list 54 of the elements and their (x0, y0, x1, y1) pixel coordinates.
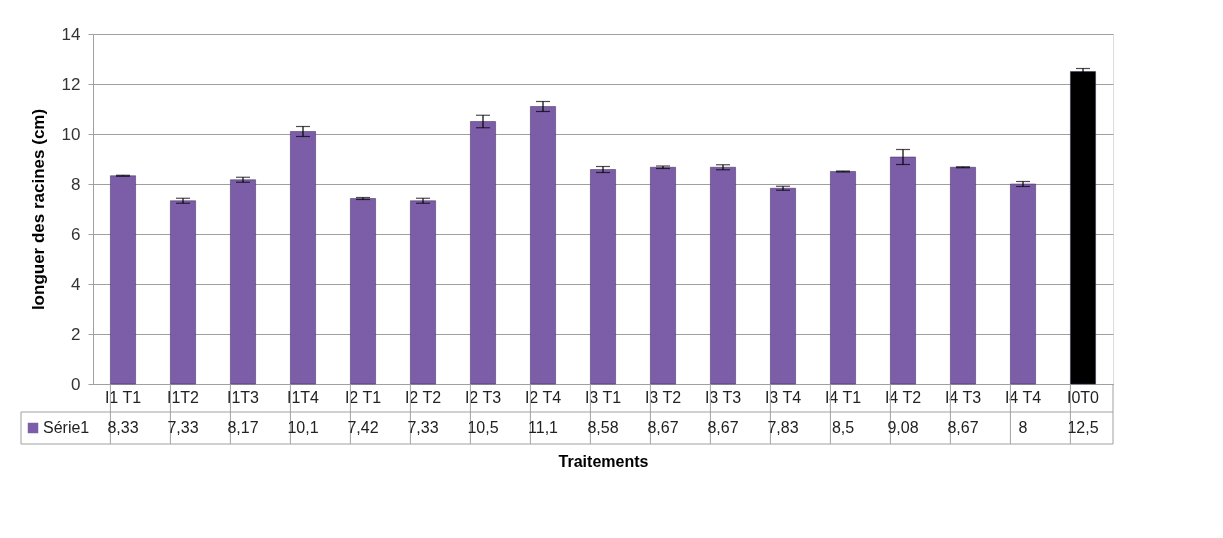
x-tick-label: I3 T3 (704, 388, 742, 406)
data-label: 8,67 (947, 419, 979, 436)
y-tick-label: 2 (71, 324, 81, 344)
y-tick-label: 4 (71, 274, 81, 294)
x-tick-label: I3 T1 (584, 388, 622, 406)
bar (650, 167, 676, 385)
data-label: 9,08 (887, 419, 919, 436)
data-label: 7,42 (347, 419, 379, 436)
bar (290, 131, 316, 385)
bar (830, 171, 856, 385)
bar (350, 198, 376, 385)
data-label: 11,1 (528, 419, 559, 436)
y-tick-label: 8 (71, 174, 81, 194)
x-tick-label: I1T4 (286, 388, 320, 406)
data-label: 8,67 (647, 419, 679, 436)
x-tick-label: I4 T1 (824, 388, 862, 406)
data-label: 8,67 (707, 419, 739, 436)
x-tick-label: I2 T4 (524, 388, 562, 406)
data-label: 10,5 (467, 419, 499, 436)
x-tick-label: I2 T1 (344, 388, 382, 406)
data-label: 7,33 (167, 419, 199, 436)
y-tick-label: 12 (61, 74, 81, 94)
data-label: 8,33 (107, 419, 139, 436)
legend-label: Série1 (43, 419, 90, 436)
x-axis-title: Traitements (558, 452, 649, 470)
x-tick-label: I3 T4 (764, 388, 802, 406)
data-label: 10,1 (287, 419, 319, 436)
x-tick-label: I1T3 (226, 388, 260, 406)
data-label: 8,58 (587, 419, 619, 436)
y-tick-label: 10 (61, 124, 81, 144)
y-tick-label: 6 (71, 224, 81, 244)
data-label: 12,5 (1067, 419, 1099, 436)
x-tick-label: I2 T2 (404, 388, 442, 406)
x-tick-label: I1T2 (166, 388, 200, 406)
x-tick-label: I3 T2 (644, 388, 682, 406)
y-tick-label: 0 (71, 374, 81, 394)
data-label: 7,33 (407, 419, 439, 436)
bar (530, 106, 556, 385)
x-tick-label: I0T0 (1066, 388, 1100, 406)
y-axis-title: longuer des racines (cm) (28, 108, 48, 311)
bar (470, 121, 496, 385)
data-label: 8,17 (227, 419, 259, 436)
data-label: 8,5 (831, 419, 855, 436)
data-label: 7,83 (767, 419, 799, 436)
x-tick-label: I4 T3 (944, 388, 982, 406)
data-label: 8 (1018, 419, 1028, 436)
x-tick-label: I1 T1 (104, 388, 142, 406)
y-tick-label: 14 (61, 24, 81, 44)
x-tick-label: I4 T4 (1004, 388, 1042, 406)
x-tick-label: I4 T2 (884, 388, 922, 406)
bar (890, 156, 916, 385)
bar (950, 167, 976, 385)
x-tick-label: I2 T3 (464, 388, 502, 406)
bar (110, 175, 136, 385)
